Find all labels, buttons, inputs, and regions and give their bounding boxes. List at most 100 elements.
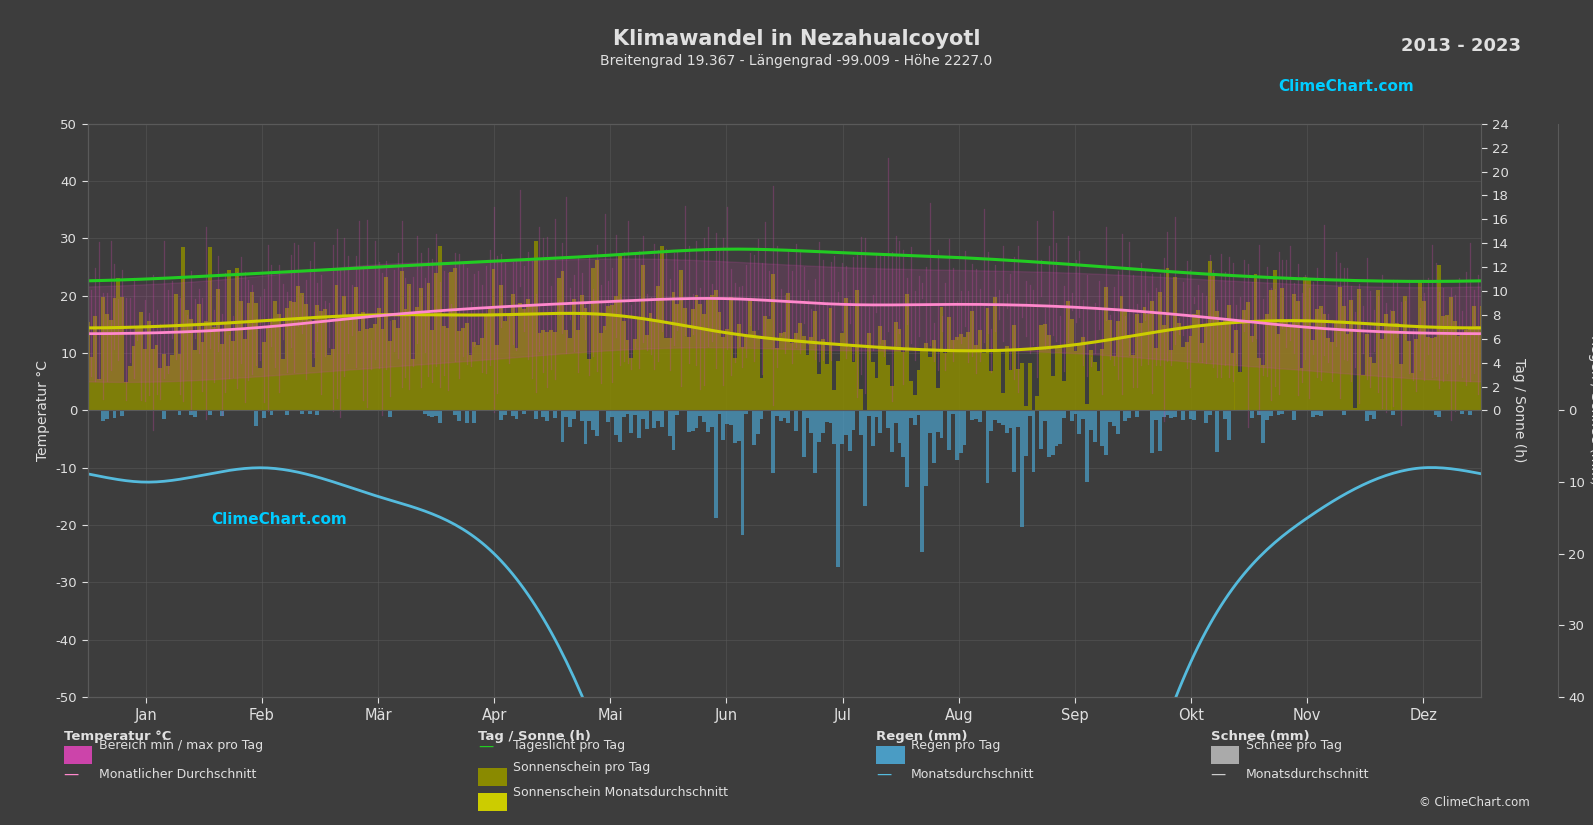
Bar — [435, 273, 438, 411]
Text: Regen pro Tag: Regen pro Tag — [911, 739, 1000, 752]
Bar — [645, 411, 648, 429]
Bar — [1322, 314, 1327, 411]
Bar — [989, 411, 994, 431]
Bar — [801, 411, 806, 457]
Bar — [1013, 325, 1016, 411]
Bar — [1388, 327, 1392, 411]
Bar — [499, 285, 503, 411]
Bar — [1415, 339, 1418, 411]
Bar — [518, 303, 523, 411]
Bar — [1166, 411, 1169, 415]
Bar — [1051, 411, 1055, 455]
Bar — [967, 332, 970, 411]
Bar — [97, 379, 100, 411]
Bar — [825, 411, 828, 422]
Bar — [1090, 350, 1093, 411]
Bar — [342, 295, 346, 411]
Bar — [618, 256, 621, 411]
Bar — [534, 241, 537, 411]
Bar — [1188, 411, 1193, 419]
Bar — [591, 267, 596, 411]
Bar — [193, 411, 198, 417]
Bar — [890, 411, 894, 452]
Bar — [905, 411, 910, 488]
Bar — [710, 411, 714, 427]
Bar — [438, 411, 441, 423]
Bar — [1112, 411, 1115, 426]
Bar — [978, 411, 981, 422]
Bar — [357, 331, 362, 411]
Bar — [1423, 301, 1426, 411]
Bar — [1360, 375, 1365, 411]
Bar — [1016, 411, 1020, 427]
Bar — [717, 411, 722, 414]
Bar — [430, 411, 435, 417]
Bar — [1055, 411, 1058, 446]
Bar — [736, 323, 741, 411]
Bar — [569, 411, 572, 427]
Bar — [258, 368, 261, 411]
Text: Monatsdurchschnitt: Monatsdurchschnitt — [1246, 767, 1370, 780]
Bar — [108, 320, 113, 411]
Bar — [580, 295, 583, 411]
Bar — [1270, 290, 1273, 411]
Bar — [717, 313, 722, 411]
Bar — [752, 331, 755, 411]
Bar — [763, 316, 768, 411]
Bar — [894, 411, 897, 423]
Bar — [994, 411, 997, 420]
Bar — [1292, 411, 1295, 420]
Bar — [1243, 310, 1246, 411]
Bar — [1251, 411, 1254, 417]
Bar — [730, 298, 733, 411]
Bar — [1177, 323, 1180, 411]
Bar — [867, 411, 871, 417]
Bar — [1066, 300, 1070, 411]
Y-axis label: Regen / Schnee (mm): Regen / Schnee (mm) — [1588, 336, 1593, 485]
Bar — [653, 321, 656, 411]
Bar — [771, 274, 774, 411]
Bar — [798, 323, 801, 411]
Bar — [307, 320, 312, 411]
Bar — [607, 306, 610, 411]
Bar — [744, 411, 749, 414]
Bar — [1469, 411, 1472, 415]
Bar — [542, 411, 545, 417]
Bar — [1276, 334, 1281, 411]
Bar — [362, 313, 365, 411]
Bar — [1043, 411, 1047, 422]
Bar — [1270, 411, 1273, 416]
Bar — [177, 354, 182, 411]
Bar — [951, 411, 954, 414]
Text: Monatsdurchschnitt: Monatsdurchschnitt — [911, 767, 1035, 780]
Bar — [182, 247, 185, 411]
Bar — [667, 411, 672, 436]
Bar — [427, 411, 430, 416]
Bar — [408, 284, 411, 411]
Bar — [1093, 411, 1096, 442]
Bar — [1128, 335, 1131, 411]
Bar — [266, 328, 269, 411]
Bar — [1077, 343, 1082, 411]
Bar — [403, 309, 408, 411]
Bar — [1070, 411, 1074, 421]
Bar — [1207, 411, 1212, 416]
Bar — [691, 309, 695, 411]
Bar — [698, 304, 703, 411]
Bar — [427, 283, 430, 411]
Bar — [722, 411, 725, 441]
Bar — [672, 411, 675, 450]
Bar — [1005, 346, 1008, 411]
Bar — [779, 333, 782, 411]
Bar — [1043, 324, 1047, 411]
Bar — [1172, 411, 1177, 417]
Bar — [782, 411, 787, 417]
Bar — [1193, 411, 1196, 420]
Bar — [274, 301, 277, 411]
Bar — [392, 320, 397, 411]
Bar — [809, 411, 814, 433]
Bar — [1456, 336, 1461, 411]
Bar — [503, 321, 507, 411]
Bar — [1000, 411, 1005, 426]
Bar — [894, 323, 897, 411]
